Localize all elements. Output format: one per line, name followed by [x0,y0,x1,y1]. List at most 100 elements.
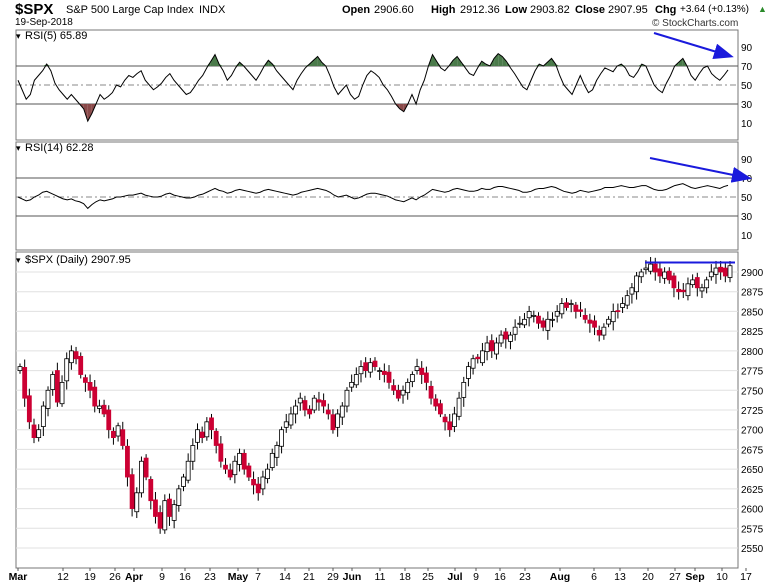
price-candle [204,421,210,438]
price-candle [526,311,532,319]
price-title-icon: ▾ [16,255,21,265]
price-candle [120,429,126,446]
rsi5-overbought-fill [547,58,552,66]
rsi14-title: RSI(14) 62.28 [25,142,93,154]
rsi5-overbought-fill [457,56,462,66]
rsi14-ytick-10: 10 [741,231,753,242]
price-candle [92,386,98,407]
price-candle [522,318,527,326]
chart-header: $SPX S&P 500 Large Cap Index INDX 19-Sep… [0,0,780,30]
price-candle [564,302,569,308]
price-xtick-20: 20 [642,571,654,583]
chg-label: Chg [655,4,677,16]
price-candle [115,425,121,437]
price-candle [288,413,294,426]
price-candle [265,468,270,480]
price-candle [652,263,658,273]
rsi5-overbought-fill [235,62,240,66]
price-xtick-23: 23 [204,571,216,583]
price-candle [26,395,32,423]
price-ytick-2850: 2850 [741,307,764,318]
price-ytick-2750: 2750 [741,386,764,397]
rsi5-ytick-30: 30 [741,100,753,111]
rsi5-oversold-fill [87,104,92,122]
price-candle [339,405,345,418]
price-candle [157,512,163,529]
price-candle [540,320,546,328]
close-label: Close [575,4,605,16]
price-xtick-Mar: Mar [9,571,28,583]
rsi14-ytick-50: 50 [741,193,753,204]
price-candle [606,318,611,325]
price-xtick-16: 16 [494,571,506,583]
price-xtick-Jul: Jul [447,571,462,583]
price-xtick-13: 13 [614,571,626,583]
price-candle [503,331,509,340]
price-candle [293,405,298,415]
price-candle [31,424,37,438]
price-candle [223,464,228,470]
price-candle [685,283,691,297]
price-candle [433,398,439,407]
price-candle [419,367,425,375]
price-candle [536,315,541,324]
price-candle [573,304,579,312]
chg-up-icon: ▲ [758,4,767,14]
price-candle [82,377,88,383]
price-ytick-2775: 2775 [741,367,764,378]
close-value: 2907.95 [608,4,648,16]
chg-value: +3.64 (+0.13%) [680,4,749,15]
low-label: Low [505,4,527,16]
price-candle [466,366,471,379]
price-candle [321,400,327,407]
price-candle [578,309,583,312]
price-candle [17,366,23,371]
rsi5-ytick-70: 70 [741,62,753,73]
price-candle [363,362,369,371]
price-candle [353,374,359,386]
price-candle [713,267,719,275]
price-candle [592,320,597,328]
price-candle [246,465,252,478]
price-xtick-12: 12 [57,571,69,583]
price-candle [78,355,84,375]
price-candle [489,340,495,352]
price-candle [68,350,74,364]
price-xtick-9: 9 [159,571,165,583]
index-name: S&P 500 Large Cap Index [66,4,194,16]
price-candle [662,271,668,279]
price-candle [185,460,191,481]
price-xtick-29: 29 [327,571,339,583]
rsi14-ytick-30: 30 [741,212,753,223]
price-candle [377,370,383,372]
rsi5-oversold-fill [399,104,404,112]
price-candle [587,319,593,324]
price-xtick-25: 25 [422,571,434,583]
chart-date: 19-Sep-2018 [15,17,73,28]
rsi14-ytick-70: 70 [741,174,753,185]
rsi5-ytick-50: 50 [741,81,753,92]
price-candle [227,469,233,478]
price-xtick-14: 14 [279,571,291,583]
price-ytick-2725: 2725 [741,406,764,417]
price-xtick-6: 6 [591,571,597,583]
price-ytick-2875: 2875 [741,288,764,299]
price-xtick-Apr: Apr [125,571,143,583]
rsi5-overbought-fill [453,56,458,66]
price-candle [101,404,107,415]
price-candle [615,310,621,313]
price-candle [699,287,705,292]
price-candle [395,389,401,399]
price-candle [638,271,644,278]
price-candle [690,279,696,286]
price-candle [167,498,172,517]
price-xtick-21: 21 [303,571,315,583]
low-value: 2903.82 [530,4,570,16]
price-candle [643,267,649,271]
price-xtick-16: 16 [179,571,191,583]
price-candle [582,314,588,320]
price-candle [45,389,51,409]
copyright-label: © StockCharts.com [652,18,739,29]
price-candle [550,318,555,321]
open-value: 2906.60 [374,4,414,16]
